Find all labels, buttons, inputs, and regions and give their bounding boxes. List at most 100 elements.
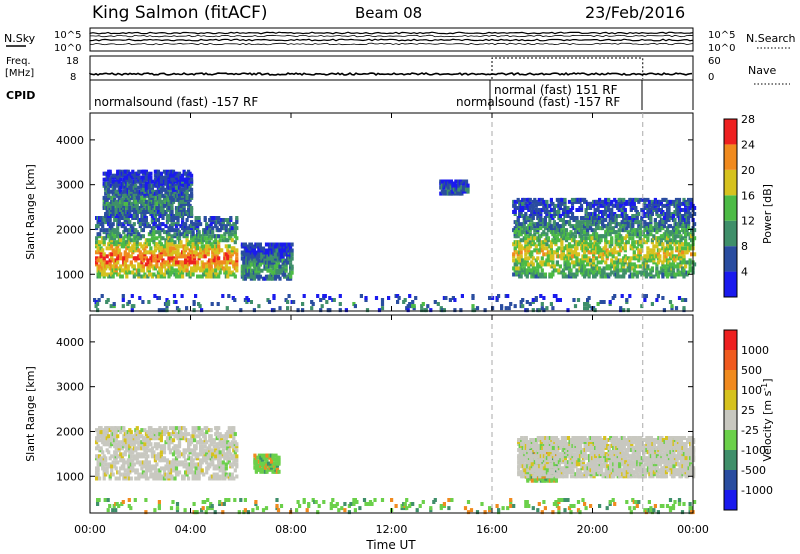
- power-echo-cell: [464, 179, 469, 184]
- power-echo-cell: [111, 274, 115, 279]
- velocity-echo-cell: [104, 456, 108, 461]
- power-echo-cell: [542, 296, 546, 300]
- power-echo-cell: [292, 300, 296, 304]
- power-echo-cell: [104, 220, 108, 225]
- power-echo-cell: [155, 242, 159, 247]
- power-echo-cell: [153, 220, 157, 225]
- velocity-echo-cell: [99, 426, 103, 431]
- velocity-echo-cell: [144, 446, 148, 451]
- power-echo-cell: [374, 296, 379, 300]
- power-echo-cell: [110, 252, 114, 257]
- power-echo-cell: [649, 258, 653, 263]
- velocity-echo-cell: [177, 450, 182, 455]
- power-echo-cell: [587, 212, 591, 216]
- power-echo-cell: [406, 308, 410, 313]
- nave-label: Nave: [748, 64, 776, 77]
- power-echo-cell: [121, 304, 125, 309]
- power-echo-cell: [684, 208, 688, 212]
- velocity-echo-cell: [184, 428, 188, 433]
- velocity-echo-cell: [102, 476, 106, 481]
- power-echo-cell: [209, 264, 213, 269]
- power-echo-cell: [667, 206, 671, 210]
- power-echo-cell: [602, 300, 606, 304]
- power-echo-cell: [202, 232, 206, 237]
- power-echo-cell: [273, 252, 278, 257]
- power-echo-cell: [655, 226, 659, 231]
- power-echo-cell: [554, 294, 558, 298]
- power-echo-cell: [155, 201, 159, 206]
- power-echo-cell: [622, 308, 626, 313]
- velocity-echo-cell: [155, 462, 159, 467]
- velocity-echo-cell: [165, 460, 170, 465]
- power-echo-cell: [670, 250, 674, 255]
- power-echo-cell: [608, 244, 612, 249]
- velocity-echo-cell: [110, 464, 114, 469]
- velocity-echo-cell: [215, 472, 219, 477]
- velocity-echo-cell: [209, 434, 213, 439]
- colorbar-swatch: [724, 169, 737, 196]
- power-echo-cell: [552, 206, 556, 210]
- colorbar-tick-label: 4: [741, 266, 748, 279]
- power-echo-cell: [595, 256, 599, 261]
- power-echo-cell: [471, 304, 475, 309]
- power-echo-cell: [551, 270, 555, 275]
- power-echo-cell: [149, 246, 153, 251]
- power-echo-cell: [129, 179, 133, 184]
- power-echo-cell: [94, 304, 98, 309]
- power-echo-cell: [224, 252, 228, 257]
- power-echo-cell: [649, 232, 653, 237]
- power-echo-cell: [286, 260, 290, 265]
- power-echo-cell: [177, 252, 182, 257]
- velocity-echo-cell: [138, 444, 142, 449]
- power-echo-cell: [650, 266, 654, 271]
- velocity-echo-cell: [114, 476, 118, 481]
- power-echo-cell: [528, 206, 532, 210]
- colorbar-tick-label: 12: [741, 215, 755, 228]
- power-echo-cell: [96, 258, 100, 263]
- power-echo-cell: [99, 254, 103, 259]
- power-echo-cell: [622, 214, 626, 218]
- power-echo-cell: [442, 189, 446, 194]
- power-echo-cell: [158, 226, 162, 231]
- nsearch-label: N.Search: [746, 32, 796, 45]
- power-echo-cell: [576, 298, 581, 302]
- power-echo-cell: [649, 220, 653, 225]
- power-echo-cell: [216, 302, 220, 306]
- power-echo-cell: [138, 242, 142, 247]
- power-echo-cell: [144, 262, 148, 267]
- velocity-echo-cell: [126, 458, 130, 463]
- velocity-echo-cell: [125, 446, 129, 451]
- power-echo-cell: [641, 238, 645, 243]
- power-echo-cell: [147, 232, 151, 237]
- power-echo-cell: [131, 169, 135, 174]
- velocity-echo-cell: [174, 470, 179, 475]
- power-echo-cell: [258, 242, 262, 247]
- power-echo-cell: [171, 250, 176, 255]
- power-echo-cell: [220, 234, 224, 239]
- power-echo-cell: [554, 268, 558, 273]
- power-echo-cell: [211, 230, 215, 235]
- power-echo-cell: [561, 252, 565, 257]
- power-echo-cell: [593, 212, 597, 216]
- power-echo-cell: [540, 268, 544, 273]
- power-echo-cell: [638, 232, 642, 237]
- power-echo-cell: [525, 270, 529, 275]
- power-echo-cell: [632, 272, 636, 277]
- power-echo-cell: [623, 220, 627, 225]
- power-echo-cell: [287, 294, 291, 298]
- power-echo-cell: [205, 240, 209, 245]
- power-echo-cell: [650, 212, 654, 216]
- velocity-echo-cell: [171, 458, 176, 463]
- velocity-echo-cell: [200, 444, 204, 449]
- power-echo-cell: [102, 195, 106, 200]
- power-echo-cell: [184, 222, 188, 227]
- power-echo-cell: [188, 203, 192, 208]
- power-echo-cell: [542, 230, 546, 235]
- freq-tick-bottom: 8: [70, 72, 76, 83]
- power-echo-cell: [667, 230, 671, 235]
- power-echo-cell: [610, 208, 614, 212]
- power-echo-cell: [545, 232, 549, 237]
- velocity-echo-cell: [107, 450, 111, 455]
- power-echo-cell: [191, 242, 195, 247]
- power-echo-cell: [287, 242, 291, 247]
